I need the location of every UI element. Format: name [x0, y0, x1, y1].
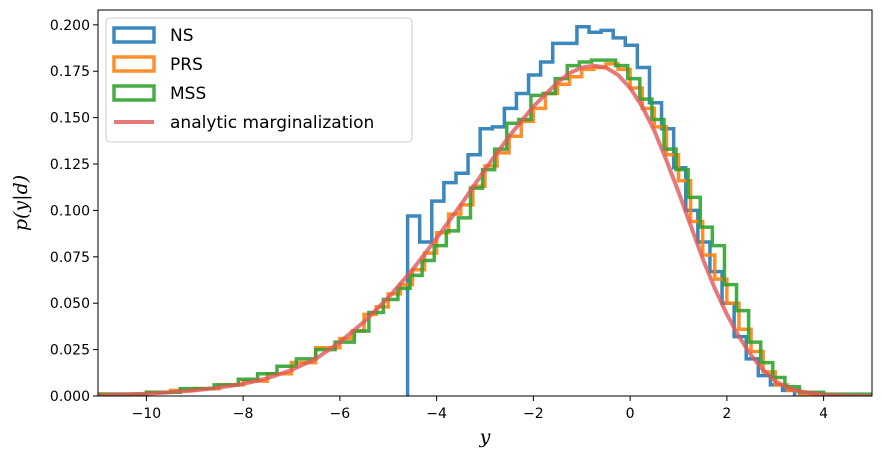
x-axis-label: y [479, 426, 491, 448]
legend: NS PRS MSS analytic marginalization [105, 17, 413, 143]
y-tick-label: 0.125 [50, 157, 90, 173]
y-tick-label: 0.025 [50, 343, 90, 359]
series-layer [98, 24, 872, 396]
legend-label-analytic-marginalization: analytic marginalization [170, 113, 374, 133]
legend-swatch-ns [112, 26, 156, 44]
y-tick-label: 0.175 [50, 64, 90, 80]
legend-label-prs: PRS [170, 55, 203, 75]
y-axis-label: p(y|d) [10, 175, 32, 231]
x-tick-label: −8 [233, 406, 254, 422]
legend-label-ns: NS [170, 26, 194, 46]
legend-swatch-prs [112, 55, 156, 73]
legend-swatch-mss [112, 84, 156, 102]
plot-frame [97, 9, 873, 397]
y-tick-label: 0.150 [50, 111, 90, 127]
legend-frame [105, 17, 413, 143]
y-tick-label: 0.050 [50, 296, 90, 312]
x-tick-label: −2 [523, 406, 544, 422]
y-tick-label: 0.075 [50, 250, 90, 266]
x-axis: −10 −8 −6 −4 −2 0 2 4 [132, 396, 828, 422]
y-tick-label: 0.200 [50, 18, 90, 34]
series-ns [405, 24, 797, 396]
x-tick-label: −4 [426, 406, 447, 422]
x-tick-label: 2 [722, 406, 731, 422]
y-axis: 0.000 0.025 0.050 0.075 0.100 0.125 0.150 0.175… [50, 18, 98, 405]
y-tick-label: 0.100 [50, 203, 90, 219]
series-analytic-marginalization [98, 63, 872, 396]
x-tick-label: −6 [330, 406, 351, 422]
x-tick-label: −10 [132, 406, 162, 422]
y-tick-label: 0.000 [50, 389, 90, 405]
x-tick-label: 4 [819, 406, 828, 422]
legend-label-mss: MSS [170, 84, 206, 104]
x-tick-label: 0 [626, 406, 635, 422]
